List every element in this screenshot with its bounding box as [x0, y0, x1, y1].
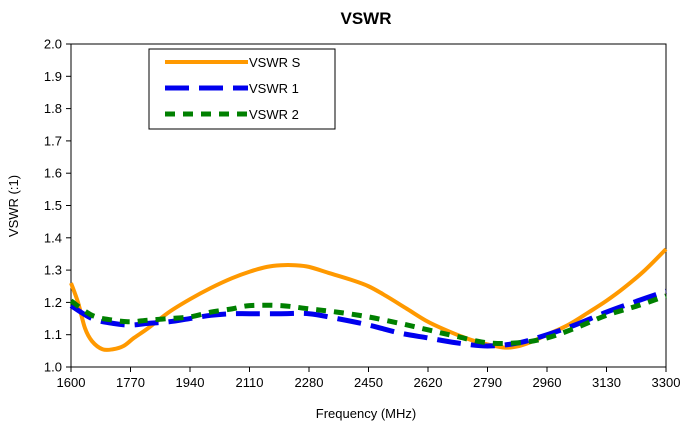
x-tick-label: 2280	[295, 375, 324, 390]
x-tick-label: 2620	[414, 375, 443, 390]
y-tick-label: 1.1	[44, 327, 62, 342]
y-tick-label: 2.0	[44, 37, 62, 52]
x-tick-label: 2790	[473, 375, 502, 390]
legend: VSWR S VSWR 1 VSWR 2	[148, 48, 336, 130]
x-tick-label: 2450	[354, 375, 383, 390]
x-tick-label: 3300	[652, 375, 681, 390]
x-tick-label: 1770	[116, 375, 145, 390]
y-tick-label: 1.9	[44, 69, 62, 84]
x-axis-label: Frequency (MHz)	[316, 406, 416, 421]
y-tick-label: 1.7	[44, 133, 62, 148]
x-tick-label: 1940	[176, 375, 205, 390]
y-axis-ticks: 1.0 1.1 1.2 1.3 1.4 1.5 1.6 1.7 1.8 1.9 2.0	[44, 37, 71, 375]
series-line-vswr-1	[69, 288, 667, 349]
y-tick-label: 1.0	[44, 360, 62, 375]
y-tick-label: 1.5	[44, 198, 62, 213]
y-tick-label: 1.6	[44, 166, 62, 181]
y-tick-label: 1.4	[44, 230, 62, 245]
y-tick-label: 1.2	[44, 295, 62, 310]
legend-label: VSWR S	[249, 55, 301, 70]
series-line-vswr-2	[69, 293, 667, 346]
x-tick-label: 2960	[533, 375, 562, 390]
legend-label: VSWR 2	[249, 107, 299, 122]
y-tick-label: 1.8	[44, 101, 62, 116]
x-tick-label: 1600	[57, 375, 86, 390]
x-tick-label: 2110	[236, 375, 264, 390]
chart-title: VSWR	[341, 9, 392, 28]
y-tick-label: 1.3	[44, 263, 62, 278]
x-axis-ticks: 1600 1770 1940 2110 2280 2450 2620 2790 2960 3130…	[57, 367, 681, 390]
legend-label: VSWR 1	[249, 81, 299, 96]
y-axis-label: VSWR (:1)	[6, 175, 21, 237]
x-tick-label: 3130	[592, 375, 621, 390]
series-group	[69, 247, 668, 352]
